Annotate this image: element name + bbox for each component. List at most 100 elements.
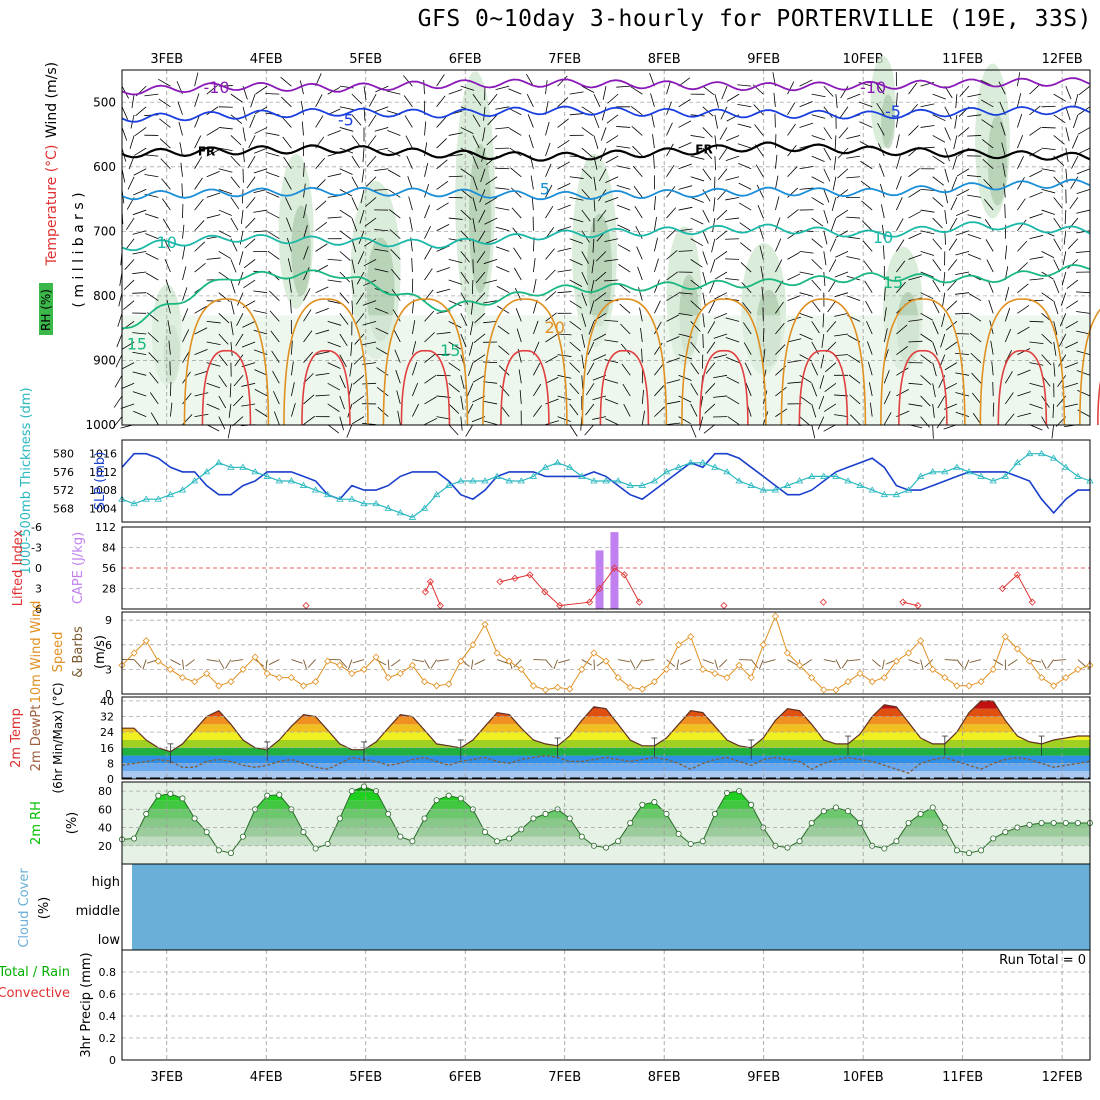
wind-barb: [944, 168, 949, 183]
wind-barb: [495, 127, 510, 130]
wind10m-marker: [1050, 682, 1058, 690]
wind10m-marker: [481, 620, 489, 628]
wind-barb: [150, 412, 159, 425]
wind-barb: [594, 292, 607, 302]
wind-barb: [710, 259, 716, 273]
wind10m-barb: [352, 659, 365, 664]
wind-barb: [635, 226, 643, 239]
isotherm-10: [121, 221, 1091, 252]
wind-barb: [460, 127, 474, 134]
wind-barb: [861, 220, 873, 232]
wind-barb: [860, 160, 873, 170]
rh2m-marker: [494, 838, 501, 845]
wind-barb: [303, 330, 313, 343]
wind-barb: [819, 375, 825, 389]
wind-barb: [230, 176, 240, 188]
wind-barb: [981, 139, 994, 149]
wind-barb: [159, 118, 171, 128]
wind-barb: [716, 209, 728, 220]
lifted-index-marker: [610, 564, 619, 572]
wind-barb: [982, 159, 994, 170]
wind-barb: [932, 403, 935, 418]
wind-barb: [863, 260, 873, 273]
rh2m-marker: [518, 826, 525, 833]
wind10m-marker: [989, 665, 997, 673]
thickness-marker: [1074, 472, 1082, 479]
cloud-level-label: low: [98, 933, 121, 948]
wind-barb: [827, 300, 837, 313]
thickness-marker: [989, 477, 997, 484]
wind-barb: [375, 307, 389, 314]
wind-barb: [1076, 330, 1091, 335]
wind-barb: [526, 94, 534, 107]
wind-barb: [811, 155, 825, 162]
wind-barb: [602, 86, 607, 100]
wind-barb: [896, 134, 900, 149]
wind-barb: [859, 121, 873, 128]
thickness-marker: [408, 513, 417, 520]
rh2m-marker: [917, 810, 924, 817]
wind-barb: [460, 189, 472, 199]
wind-barb: [775, 238, 782, 252]
rh2m-marker: [978, 847, 985, 854]
isotherm-20: [681, 298, 767, 426]
wind-barb: [132, 250, 147, 255]
wind10m-barb: [593, 659, 595, 670]
wind-barb: [604, 279, 619, 282]
wind-barb: [799, 395, 812, 405]
wind-barb: [519, 389, 522, 404]
wind-barb: [530, 175, 534, 190]
wind-barb: [266, 211, 280, 219]
wind10m-barb: [307, 659, 316, 668]
isotherm-20: [283, 298, 369, 426]
wind10m-barb: [920, 659, 924, 670]
wind-barb: [955, 292, 970, 295]
wind-barb: [1076, 209, 1091, 214]
wind-barb: [713, 374, 728, 379]
wind-barb: [879, 183, 885, 198]
wind-barb: [698, 416, 704, 431]
wind-barb: [846, 256, 861, 260]
rh2m-tick-label: 20: [98, 840, 112, 853]
wind-barb: [1061, 271, 1067, 286]
wind-barb: [218, 354, 228, 366]
wind-barb: [811, 300, 821, 313]
rh2m-marker: [445, 792, 452, 799]
wind-barb: [134, 127, 147, 136]
wind-barb: [557, 118, 569, 128]
wind-barb: [281, 96, 292, 108]
slp-tick-label: 1008: [89, 484, 117, 497]
wind10m-barb: [702, 659, 714, 665]
wind-barb: [287, 258, 292, 273]
wind-barb: [952, 155, 958, 170]
wind10m-marker: [687, 633, 695, 641]
wind10m-marker: [493, 649, 501, 657]
wind10m-barb: [265, 659, 268, 670]
wind-barb: [941, 313, 946, 328]
wind-barb: [690, 321, 701, 332]
cape-tick-label: 84: [102, 542, 116, 555]
rh2m-marker: [881, 845, 888, 852]
isotherm-20: [183, 298, 270, 426]
wind-barb: [787, 273, 801, 281]
wind-barb: [740, 242, 752, 252]
wind-barb: [908, 82, 918, 95]
wind-barb: [666, 292, 679, 302]
wind-barb: [254, 127, 268, 134]
wind-barb: [1065, 127, 1070, 142]
wind-barb: [908, 382, 923, 385]
wind10m-barb: [848, 659, 861, 662]
wind10m-barb: [430, 659, 437, 669]
isotherm--5: [121, 105, 1091, 123]
wind-barb: [619, 303, 631, 314]
wind-barb: [1077, 127, 1091, 135]
wind-barb: [799, 250, 814, 254]
wind-barb: [836, 209, 849, 219]
thickness-marker: [747, 481, 755, 488]
thickness-marker: [420, 504, 429, 511]
wind-barb: [236, 313, 244, 326]
wind-barb: [823, 85, 834, 97]
wind-barb: [467, 383, 474, 397]
wind-barb: [569, 403, 579, 416]
wind-barb: [849, 414, 861, 425]
